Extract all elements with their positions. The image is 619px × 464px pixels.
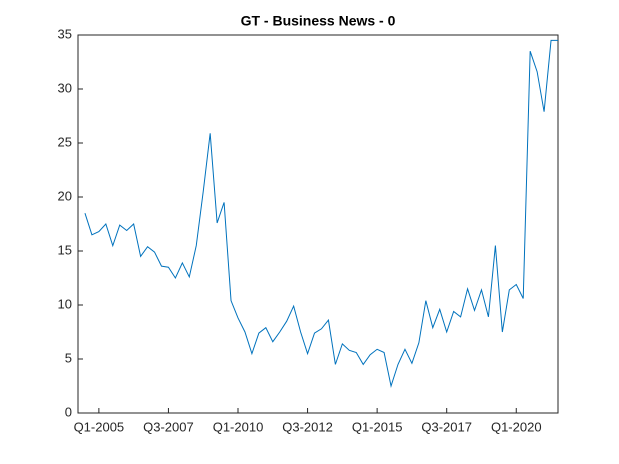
y-tick-label: 25 [58,134,72,149]
y-tick-label: 10 [58,296,72,311]
y-tick-label: 30 [58,80,72,95]
axes-box [77,34,559,414]
x-tick-label: Q1-2020 [491,419,542,434]
chart-title: GT - Business News - 0 [241,13,396,29]
data-line [84,39,558,388]
y-tick-label: 35 [58,26,72,41]
x-tick-label: Q1-2005 [74,419,125,434]
y-tick-label: 15 [58,242,72,257]
y-tick-label: 0 [65,404,72,419]
x-tick-label: Q1-2010 [213,419,264,434]
x-tick-label: Q3-2017 [421,419,472,434]
x-tick-label: Q3-2012 [282,419,333,434]
y-tick-label: 5 [65,350,72,365]
x-tick-label: Q1-2015 [352,419,403,434]
y-tick-label: 20 [58,188,72,203]
x-tick-label: Q3-2007 [143,419,194,434]
